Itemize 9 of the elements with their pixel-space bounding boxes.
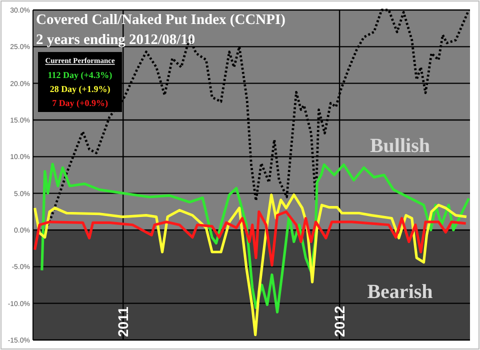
text: 112 Day (+4.3%) bbox=[48, 70, 112, 80]
annotation: Bullish bbox=[370, 135, 430, 157]
text: 7 Day (+0.9%) bbox=[52, 98, 108, 108]
line-series bbox=[33, 210, 468, 266]
x-tick-label: 2012 bbox=[332, 306, 348, 337]
x-tick-label: 2011 bbox=[115, 306, 132, 337]
line-series bbox=[33, 194, 468, 336]
text: 28 Day (+1.9%) bbox=[50, 84, 110, 94]
annotation: Bearish bbox=[367, 281, 433, 303]
